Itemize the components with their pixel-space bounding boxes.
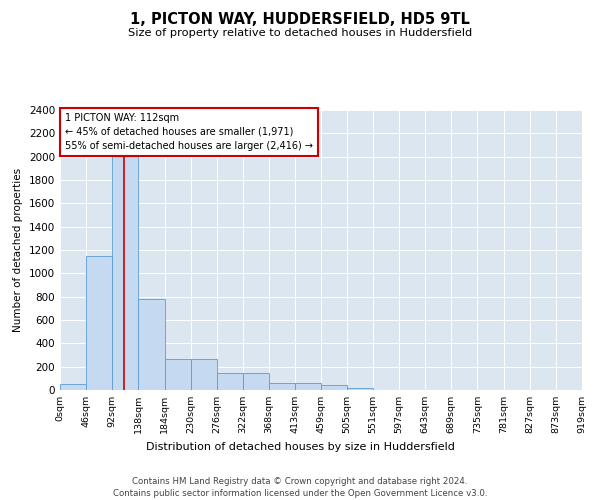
Bar <box>217 372 243 390</box>
Text: 1, PICTON WAY, HUDDERSFIELD, HD5 9TL: 1, PICTON WAY, HUDDERSFIELD, HD5 9TL <box>130 12 470 28</box>
Bar <box>191 358 217 390</box>
Bar <box>321 386 347 390</box>
Text: Size of property relative to detached houses in Huddersfield: Size of property relative to detached ho… <box>128 28 472 38</box>
Bar <box>86 256 112 390</box>
Y-axis label: Number of detached properties: Number of detached properties <box>13 168 23 332</box>
Bar <box>112 134 139 390</box>
Text: Contains public sector information licensed under the Open Government Licence v3: Contains public sector information licen… <box>113 489 487 498</box>
Text: 1 PICTON WAY: 112sqm
← 45% of detached houses are smaller (1,971)
55% of semi-de: 1 PICTON WAY: 112sqm ← 45% of detached h… <box>65 113 313 151</box>
Bar <box>295 383 321 390</box>
Bar <box>347 388 373 390</box>
Bar <box>60 384 86 390</box>
Text: Distribution of detached houses by size in Huddersfield: Distribution of detached houses by size … <box>146 442 454 452</box>
Bar <box>269 383 295 390</box>
Text: Contains HM Land Registry data © Crown copyright and database right 2024.: Contains HM Land Registry data © Crown c… <box>132 478 468 486</box>
Bar <box>164 358 191 390</box>
Bar <box>139 299 164 390</box>
Bar <box>243 372 269 390</box>
